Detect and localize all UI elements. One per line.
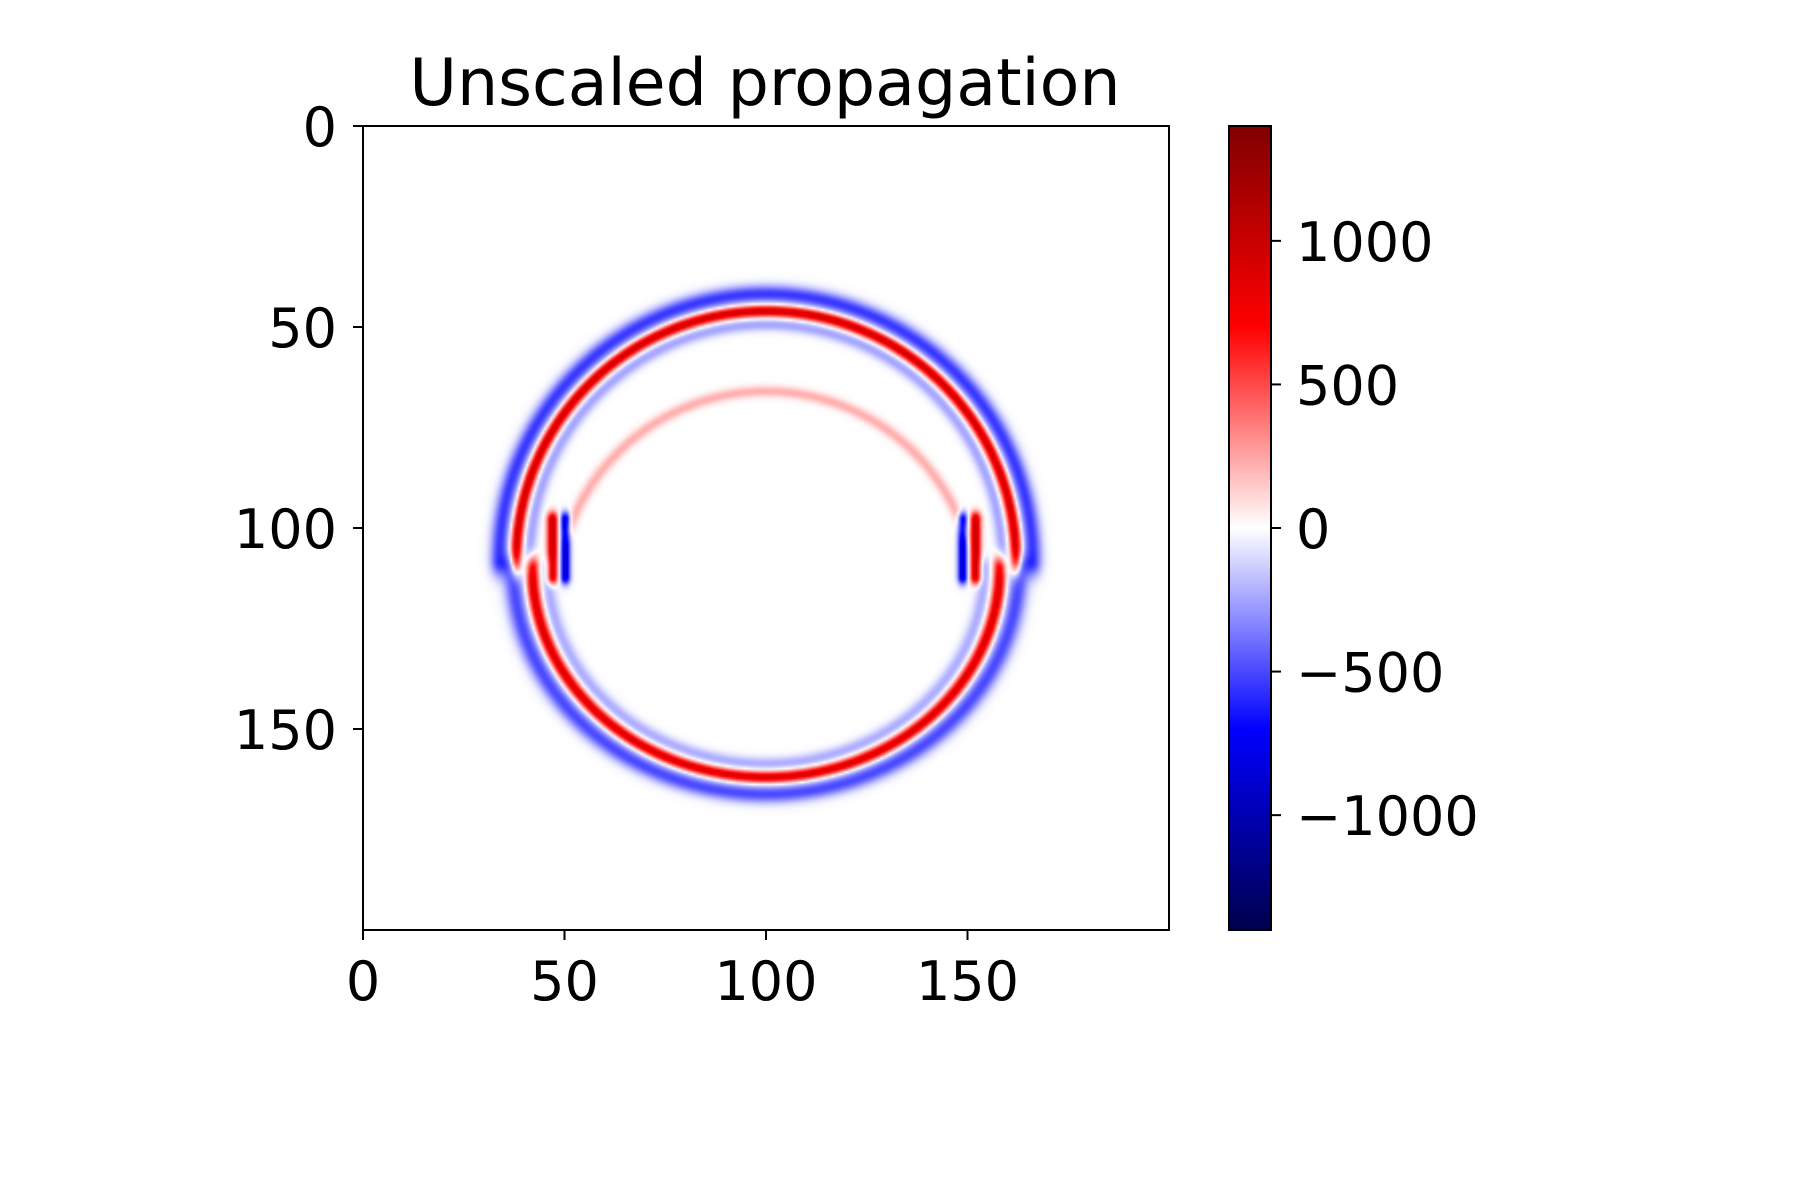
- y-tick-label: 100: [234, 498, 337, 561]
- y-axis: 0 50 100 150: [234, 96, 363, 762]
- chart-title: Unscaled propagation: [409, 46, 1120, 121]
- x-axis: 0 50 100 150: [346, 930, 1019, 1013]
- colorbar-tick-label: −1000: [1296, 785, 1479, 848]
- colorbar-tick-label: 0: [1296, 498, 1330, 561]
- heatmap-image: [363, 126, 1169, 930]
- x-tick-label: 100: [714, 950, 817, 1013]
- colorbar-tick-label: 500: [1296, 354, 1399, 417]
- colorbar-tick-label: −500: [1296, 642, 1444, 705]
- y-tick-label: 150: [234, 699, 337, 762]
- x-tick-label: 150: [916, 950, 1019, 1013]
- y-tick-label: 50: [268, 297, 337, 360]
- x-tick-label: 0: [346, 950, 380, 1013]
- colorbar-gradient: [1229, 126, 1271, 930]
- x-tick-label: 50: [530, 950, 599, 1013]
- y-tick-label: 0: [303, 96, 337, 159]
- colorbar-axis: −1000 −500 0 500 1000: [1271, 211, 1479, 848]
- colorbar-tick-label: 1000: [1296, 211, 1433, 274]
